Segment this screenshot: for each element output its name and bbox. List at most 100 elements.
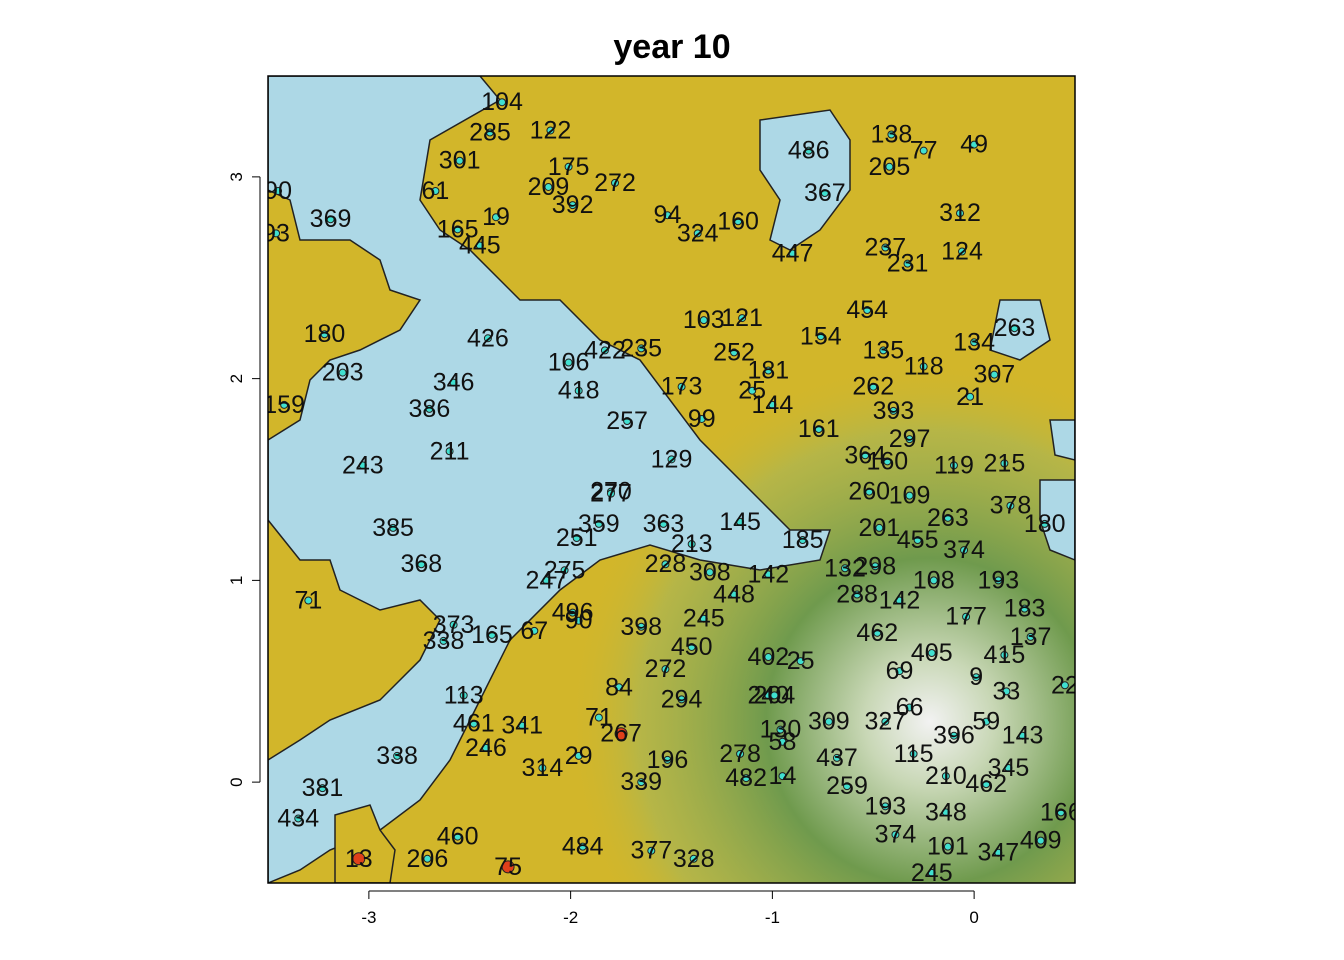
point-label: 135 bbox=[862, 336, 904, 364]
data-point bbox=[764, 366, 773, 375]
point-label: 369 bbox=[310, 205, 352, 233]
point-label: 175 bbox=[548, 153, 590, 181]
point-label: 402 bbox=[747, 643, 789, 671]
point-label: 418 bbox=[558, 377, 600, 405]
data-point bbox=[736, 517, 745, 526]
point-label: 308 bbox=[689, 558, 731, 586]
data-point bbox=[861, 451, 870, 460]
point-label: 260 bbox=[848, 478, 890, 506]
water-layer bbox=[268, 76, 1075, 883]
point-label: 99 bbox=[688, 405, 716, 433]
point-label: 298 bbox=[854, 552, 896, 580]
point-label: 201 bbox=[858, 514, 900, 542]
data-point bbox=[483, 334, 492, 343]
data-point bbox=[538, 764, 547, 773]
point-label: 263 bbox=[994, 314, 1036, 342]
point-label: 398 bbox=[620, 613, 662, 641]
point-label: 246 bbox=[465, 734, 507, 762]
data-point bbox=[544, 182, 553, 191]
data-point bbox=[982, 780, 991, 789]
point-label: 115 bbox=[894, 740, 934, 768]
point-label: 59 bbox=[972, 708, 1000, 736]
data-point bbox=[574, 751, 583, 760]
point-label: 213 bbox=[671, 530, 713, 558]
point-label: 66 bbox=[896, 693, 924, 721]
data-point bbox=[667, 455, 676, 464]
point-label: 21 bbox=[956, 383, 984, 411]
point-label: 119 bbox=[934, 451, 974, 479]
point-label: 22 bbox=[1051, 671, 1079, 699]
point-label: 161 bbox=[798, 415, 840, 443]
data-point bbox=[956, 209, 965, 218]
data-point bbox=[941, 808, 950, 817]
data-point bbox=[439, 636, 448, 645]
data-point bbox=[449, 620, 458, 629]
chart-title: year 10 bbox=[613, 28, 730, 66]
x-tick-label: -1 bbox=[765, 908, 780, 927]
point-label: 462 bbox=[856, 619, 898, 647]
point-label: 454 bbox=[846, 296, 888, 324]
data-point bbox=[615, 683, 624, 692]
data-point bbox=[600, 346, 609, 355]
data-point bbox=[574, 616, 583, 625]
data-point bbox=[578, 842, 587, 851]
point-label: 49 bbox=[960, 131, 988, 159]
point-label: 14 bbox=[769, 762, 797, 790]
point-label: 364 bbox=[844, 441, 886, 469]
data-point bbox=[764, 570, 773, 579]
data-point bbox=[970, 140, 979, 149]
point-label: 307 bbox=[973, 361, 1015, 389]
point-label: 247 bbox=[526, 566, 568, 594]
data-point bbox=[663, 755, 672, 764]
point-label: 257 bbox=[606, 407, 648, 435]
point-label: 445 bbox=[459, 231, 501, 259]
data-point bbox=[304, 596, 313, 605]
point-label: 154 bbox=[800, 322, 842, 350]
data-point bbox=[804, 146, 813, 155]
point-label: 237 bbox=[864, 233, 906, 261]
data-point bbox=[889, 406, 898, 415]
point-label: 309 bbox=[808, 708, 850, 736]
point-label: 90 bbox=[565, 607, 593, 635]
point-label: 90 bbox=[264, 177, 292, 205]
highlighted-point bbox=[614, 727, 628, 741]
point-label: 462 bbox=[965, 770, 1007, 798]
data-point bbox=[475, 241, 484, 250]
data-point bbox=[730, 348, 739, 357]
data-point bbox=[568, 608, 577, 617]
point-label: 193 bbox=[864, 792, 906, 820]
point-label: 138 bbox=[871, 121, 913, 149]
x-tick-label: 0 bbox=[969, 908, 978, 927]
data-point bbox=[455, 156, 464, 165]
data-point bbox=[734, 217, 743, 226]
point-label: 228 bbox=[645, 550, 687, 578]
data-point bbox=[1010, 324, 1019, 333]
data-point bbox=[393, 751, 402, 760]
data-point bbox=[816, 332, 825, 341]
point-label: 367 bbox=[804, 179, 846, 207]
data-point bbox=[637, 344, 646, 353]
point-label: 486 bbox=[788, 137, 830, 165]
point-label: 437 bbox=[816, 744, 858, 772]
point-label: 374 bbox=[943, 536, 985, 564]
data-point bbox=[919, 362, 928, 371]
data-point bbox=[606, 489, 615, 498]
data-point bbox=[542, 576, 551, 585]
data-point bbox=[338, 368, 347, 377]
point-label: 288 bbox=[836, 580, 878, 608]
data-point bbox=[796, 657, 805, 666]
point-label: 297 bbox=[889, 425, 931, 453]
point-label: 422 bbox=[584, 336, 626, 364]
point-label: 137 bbox=[1010, 623, 1052, 651]
data-point bbox=[560, 566, 569, 575]
data-point bbox=[449, 378, 458, 387]
x-tick-label: -2 bbox=[563, 908, 578, 927]
data-point bbox=[941, 772, 950, 781]
data-point bbox=[768, 400, 777, 409]
data-point bbox=[778, 772, 787, 781]
data-point bbox=[1036, 836, 1045, 845]
point-label: 143 bbox=[1002, 722, 1044, 750]
point-label: 25 bbox=[787, 647, 815, 675]
point-label: 177 bbox=[945, 603, 987, 631]
